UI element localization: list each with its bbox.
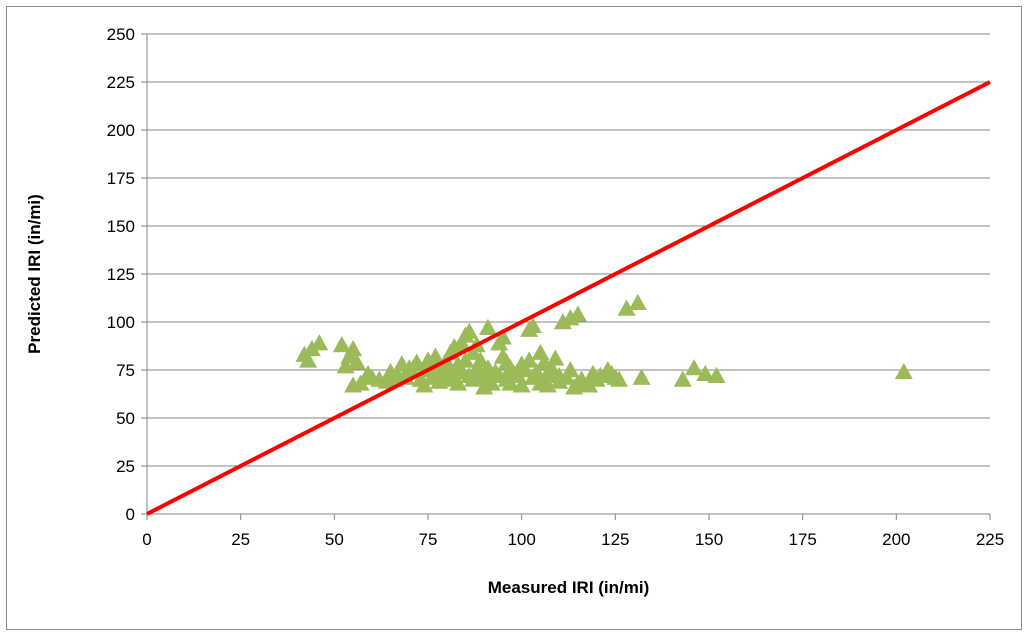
y-tick-label: 175	[107, 169, 135, 188]
data-point	[493, 328, 512, 345]
x-tick-label: 225	[976, 530, 1004, 549]
data-point	[478, 318, 497, 335]
x-tick-label: 100	[507, 530, 535, 549]
data-point	[673, 370, 692, 387]
y-tick-label: 225	[107, 73, 135, 92]
data-point	[310, 334, 329, 351]
data-point	[471, 351, 490, 368]
data-point	[520, 351, 539, 368]
y-tick-label: 50	[116, 409, 135, 428]
y-axis-ticks: 0 25 50 75 100 125 150 175 200 225 250	[107, 25, 135, 524]
y-tick-label: 75	[116, 361, 135, 380]
data-point	[628, 293, 647, 310]
data-point	[516, 361, 535, 378]
gridlines	[141, 33, 990, 515]
y-tick-label: 25	[116, 457, 135, 476]
data-point	[448, 374, 467, 391]
chart-area	[6, 6, 1022, 630]
data-point	[542, 359, 561, 376]
data-point	[617, 299, 636, 316]
data-point	[512, 376, 531, 393]
data-point	[707, 366, 726, 383]
y-axis-title: Predicted IRI (in/mi)	[25, 194, 44, 354]
y-tick-label: 150	[107, 217, 135, 236]
data-point	[894, 362, 913, 380]
data-point	[460, 322, 479, 339]
data-point	[546, 349, 565, 366]
data-point	[531, 343, 550, 360]
x-tick-label: 75	[419, 530, 438, 549]
x-axis-ticks: 0 25 50 75 100 125 150 175 200 225	[142, 514, 1004, 549]
line-of-equality	[146, 80, 991, 516]
x-tick-label: 175	[788, 530, 816, 549]
y-tick-label: 0	[126, 505, 135, 524]
data-point	[351, 374, 370, 391]
data-point	[332, 336, 351, 353]
y-tick-label: 200	[107, 121, 135, 140]
data-point	[299, 351, 318, 368]
x-tick-label: 150	[695, 530, 723, 549]
x-axis-title: Measured IRI (in/mi)	[488, 578, 650, 597]
data-point	[696, 364, 715, 382]
y-tick-label: 250	[107, 25, 135, 44]
x-tick-label: 50	[325, 530, 344, 549]
data-point	[568, 305, 587, 322]
x-tick-label: 25	[231, 530, 250, 549]
x-tick-label: 200	[882, 530, 910, 549]
data-point	[347, 353, 366, 370]
data-point	[344, 339, 363, 357]
data-points	[295, 293, 913, 395]
data-point	[561, 361, 580, 378]
data-point	[685, 359, 704, 376]
x-tick-label: 125	[601, 530, 629, 549]
data-point	[523, 316, 542, 334]
equality-line	[146, 80, 991, 516]
data-point	[610, 370, 629, 387]
y-tick-label: 125	[107, 265, 135, 284]
data-point	[632, 368, 651, 385]
axes	[146, 34, 990, 515]
y-tick-label: 100	[107, 313, 135, 332]
x-tick-label: 0	[142, 530, 151, 549]
data-point	[527, 362, 546, 380]
